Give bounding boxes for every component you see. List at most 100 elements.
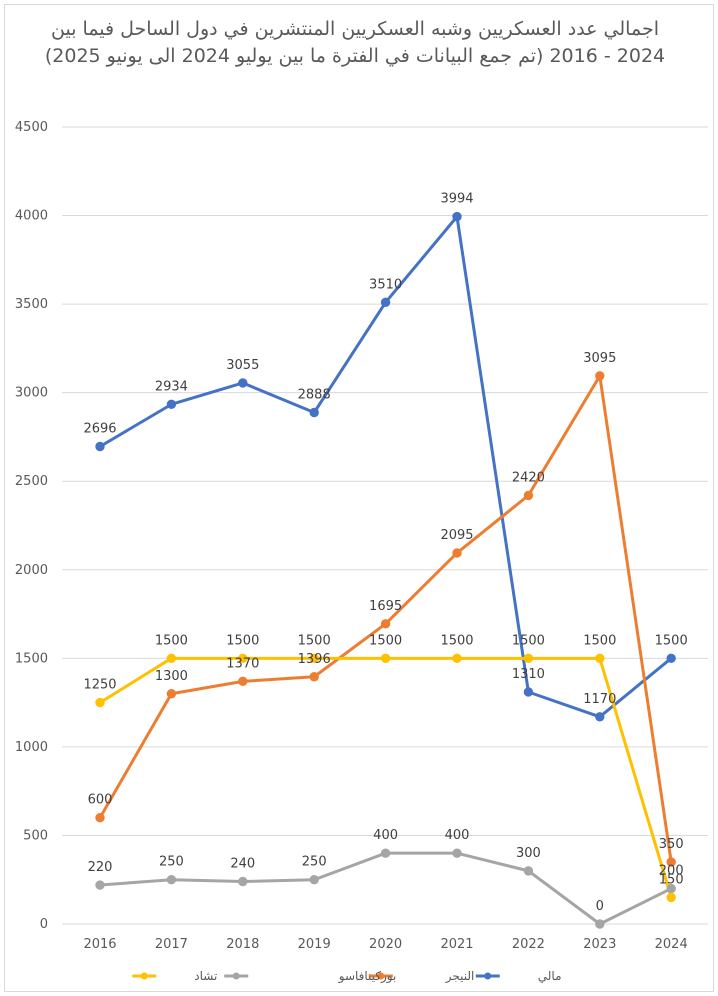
- legend-label: تشاد: [194, 969, 217, 983]
- data-point: [380, 653, 391, 664]
- data-label: 220: [88, 860, 113, 875]
- data-label: 400: [445, 828, 470, 843]
- x-tick-label: 2020: [369, 937, 402, 952]
- data-label: 1500: [440, 633, 473, 648]
- data-point: [166, 399, 177, 410]
- data-label: 240: [230, 856, 255, 871]
- y-tick-label: 2500: [15, 474, 48, 489]
- chart-title: اجمالي عدد العسكريين وشبه العسكريين المن…: [44, 18, 666, 67]
- y-tick-label: 0: [40, 917, 48, 932]
- data-point: [523, 653, 534, 664]
- legend-marker-icon: [140, 972, 148, 980]
- y-tick-label: 500: [23, 828, 48, 843]
- data-label: 2696: [83, 422, 116, 437]
- x-tick-label: 2016: [83, 937, 116, 952]
- x-tick-label: 2022: [512, 937, 545, 952]
- y-tick-label: 3500: [15, 297, 48, 312]
- series-line: [98, 851, 673, 926]
- y-tick-label: 4500: [15, 120, 48, 135]
- data-point: [595, 653, 605, 664]
- y-tick-label: 1500: [15, 651, 48, 666]
- data-label: 350: [659, 837, 684, 852]
- data-point: [166, 689, 177, 699]
- data-label: 1695: [369, 599, 402, 614]
- data-point: [380, 619, 391, 629]
- data-label: 3055: [226, 358, 259, 373]
- data-point: [523, 866, 534, 876]
- data-label: 1500: [369, 633, 402, 648]
- legend-label: مالي: [538, 969, 562, 983]
- x-tick-label: 2019: [298, 937, 331, 952]
- data-point: [166, 875, 177, 885]
- data-label: 1310: [512, 667, 545, 682]
- chart-frame: [4, 4, 714, 992]
- x-tick-label: 2018: [226, 937, 259, 952]
- data-label: 300: [516, 846, 541, 861]
- series-line: [98, 374, 673, 864]
- data-label: 1396: [298, 652, 331, 667]
- legend-marker-icon: [484, 972, 492, 980]
- x-tick-label: 2017: [155, 937, 188, 952]
- data-point: [309, 875, 319, 885]
- x-tick-label: 2023: [583, 937, 616, 952]
- data-label: 1500: [655, 633, 688, 648]
- data-label: 250: [159, 855, 184, 870]
- data-label: 200: [659, 864, 684, 879]
- data-point: [452, 653, 462, 664]
- data-point: [95, 813, 105, 823]
- legend-marker-icon: [377, 972, 385, 980]
- data-label: 1500: [512, 633, 545, 648]
- data-point: [309, 653, 319, 664]
- data-point: [309, 672, 319, 682]
- data-label: 2934: [155, 379, 188, 394]
- legend-label: النيجر: [445, 969, 475, 984]
- data-label: 1300: [155, 669, 188, 684]
- data-label: 150: [659, 872, 684, 887]
- data-label: 2888: [298, 388, 331, 403]
- data-label: 3510: [369, 277, 402, 292]
- y-tick-label: 3000: [15, 386, 48, 401]
- data-point: [666, 892, 676, 903]
- data-label: 2095: [440, 528, 473, 543]
- legend-marker-icon: [232, 972, 240, 980]
- data-label: 250: [302, 855, 327, 870]
- data-point: [238, 378, 248, 388]
- data-point: [523, 687, 534, 697]
- data-label: 400: [373, 828, 398, 843]
- data-point: [452, 548, 462, 558]
- data-label: 1500: [226, 633, 259, 648]
- data-label: 2420: [512, 470, 545, 485]
- data-point: [595, 712, 605, 722]
- y-tick-label: 2000: [15, 563, 48, 578]
- data-point: [95, 880, 105, 890]
- data-label: 3994: [440, 192, 473, 207]
- y-tick-label: 4000: [15, 209, 48, 224]
- data-point: [95, 697, 105, 708]
- data-label: 1500: [155, 633, 188, 648]
- data-point: [166, 653, 177, 664]
- data-point: [95, 441, 105, 452]
- data-point: [523, 490, 534, 501]
- x-tick-label: 2024: [655, 937, 688, 952]
- data-point: [666, 857, 676, 867]
- data-point: [238, 676, 248, 687]
- y-tick-label: 1000: [15, 740, 48, 755]
- data-point: [380, 297, 391, 308]
- data-point: [380, 848, 391, 858]
- data-label: 1250: [83, 678, 116, 693]
- data-label: 1500: [583, 633, 616, 648]
- data-label: 0: [596, 899, 604, 914]
- data-point: [309, 407, 319, 418]
- data-point: [452, 848, 462, 858]
- data-label: 1170: [583, 692, 616, 707]
- data-point: [238, 876, 248, 887]
- data-point: [452, 211, 462, 222]
- data-label: 1370: [226, 656, 259, 671]
- data-label: 600: [88, 793, 113, 808]
- data-point: [595, 919, 605, 929]
- legend-label: بوركينافاسو: [338, 969, 397, 984]
- data-point: [595, 371, 605, 381]
- data-point: [666, 653, 676, 664]
- data-label: 1500: [298, 633, 331, 648]
